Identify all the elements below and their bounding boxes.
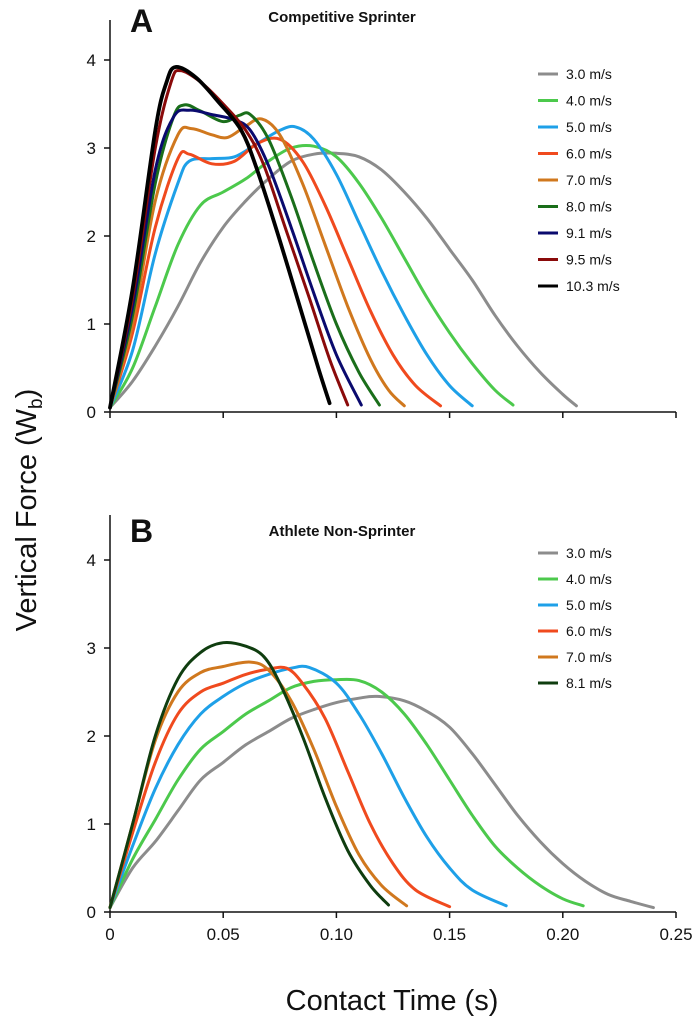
legend-label: 3.0 m/s xyxy=(566,545,612,561)
x-axis-label: Contact Time (s) xyxy=(286,985,499,1017)
legend-label: 9.1 m/s xyxy=(566,225,612,241)
panel-b: 0 1 2 3 4 0 0.05 0.10 0.15 0.20 0.25 B Athlete Non-S… xyxy=(87,513,693,944)
y-axis-label: Vertical Force (Wb) xyxy=(11,389,47,632)
series-line-70 xyxy=(108,117,406,410)
y-tick-label: 2 xyxy=(87,227,96,246)
y-tick-label: 0 xyxy=(87,403,96,422)
series-line-103 xyxy=(108,65,332,410)
panel-letter: A xyxy=(130,3,153,39)
legend-label: 5.0 m/s xyxy=(566,597,612,613)
series-line-30 xyxy=(108,694,655,910)
x-tick-label: 0.15 xyxy=(433,925,466,944)
panel-title: Competitive Sprinter xyxy=(268,9,416,26)
legend-label: 10.3 m/s xyxy=(566,278,620,294)
series-line-50 xyxy=(108,124,474,410)
y-tick-label: 3 xyxy=(87,139,96,158)
legend-label: 5.0 m/s xyxy=(566,119,612,135)
series-line-60 xyxy=(108,136,442,410)
y-tick-label: 2 xyxy=(87,727,96,746)
legend-label: 8.0 m/s xyxy=(566,199,612,215)
legend-label: 6.0 m/s xyxy=(566,623,612,639)
legend-label: 3.0 m/s xyxy=(566,66,612,82)
y-tick-label: 1 xyxy=(87,315,96,334)
x-tick-label: 0.05 xyxy=(207,925,240,944)
series-line-60 xyxy=(108,665,452,910)
x-tick-label: 0.20 xyxy=(546,925,579,944)
y-tick-label: 3 xyxy=(87,639,96,658)
legend-label: 6.0 m/s xyxy=(566,146,612,162)
series-line-50 xyxy=(108,664,508,910)
series-line-30 xyxy=(108,151,578,410)
legend-label: 8.1 m/s xyxy=(566,675,612,691)
panel-a: 0 1 2 3 4 A Competitive Sprinter 3.0 m/s 4.0 m/s… xyxy=(87,3,677,422)
y-tick-label: 4 xyxy=(87,51,96,70)
series-line-81 xyxy=(108,640,390,910)
x-tick-label: 0.10 xyxy=(320,925,353,944)
y-tick-label: 4 xyxy=(87,551,96,570)
y-tick-label: 0 xyxy=(87,903,96,922)
panel-title: Athlete Non-Sprinter xyxy=(269,523,416,540)
legend-label: 4.0 m/s xyxy=(566,93,612,109)
panel-letter: B xyxy=(130,513,153,549)
series-line-40 xyxy=(108,677,585,910)
legend-label: 9.5 m/s xyxy=(566,252,612,268)
x-tick-label: 0.25 xyxy=(659,925,692,944)
legend-label: 7.0 m/s xyxy=(566,172,612,188)
legend-label: 7.0 m/s xyxy=(566,649,612,665)
y-tick-label: 1 xyxy=(87,815,96,834)
legend-label: 4.0 m/s xyxy=(566,571,612,587)
series-line-40 xyxy=(108,143,515,410)
x-tick-label: 0 xyxy=(105,925,114,944)
